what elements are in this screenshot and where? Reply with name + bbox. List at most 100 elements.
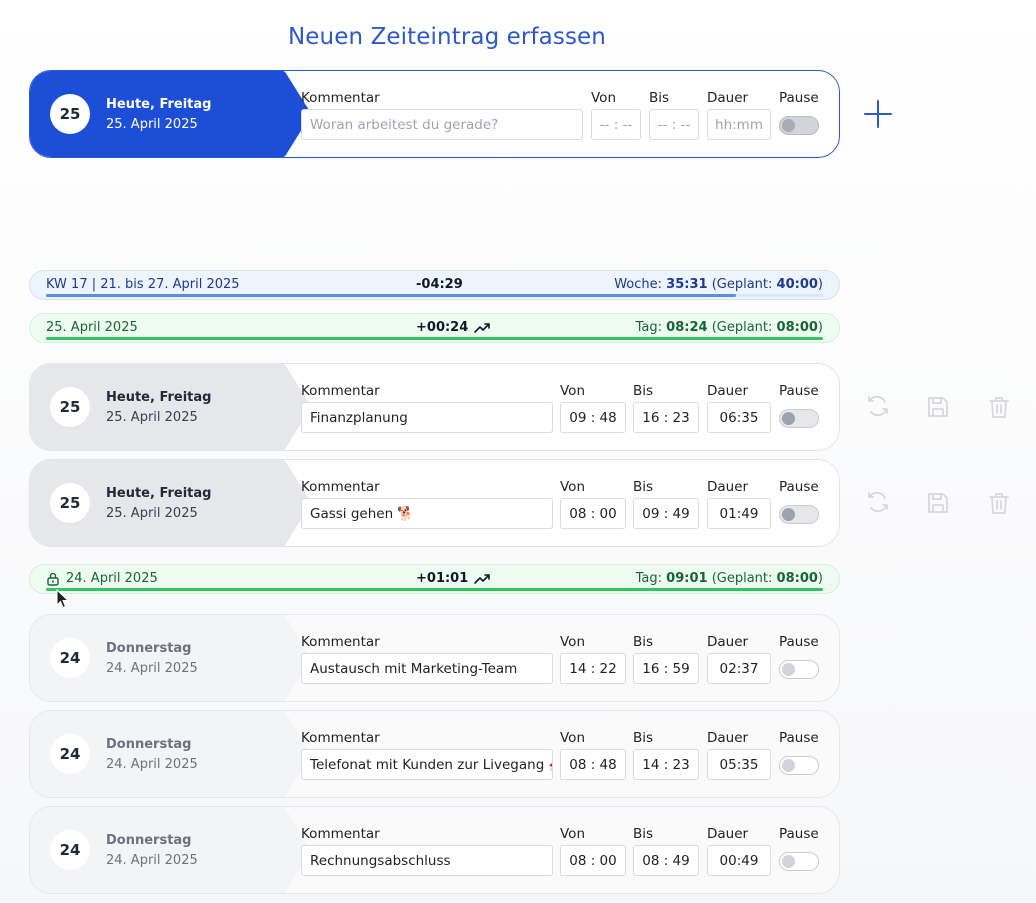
comment-input[interactable]: Finanzplanung <box>301 402 553 433</box>
day-date: 24. April 2025 <box>106 661 198 676</box>
duration-label: Dauer <box>707 730 749 746</box>
day-number: 24 <box>50 830 90 870</box>
comment-label: Kommentar <box>301 479 380 495</box>
day-progress-track <box>46 337 823 340</box>
from-label: Von <box>591 90 617 106</box>
day-name: Heute, Freitag <box>106 390 212 405</box>
to-label: Bis <box>633 634 654 650</box>
pause-toggle[interactable] <box>779 660 819 679</box>
day-delta: +01:01 <box>416 571 469 586</box>
day-date: 24. April 2025 <box>106 757 198 772</box>
pause-toggle[interactable] <box>779 116 819 135</box>
comment-input[interactable]: Austausch mit Marketing-Team <box>301 653 553 684</box>
to-input[interactable]: 08 : 49 <box>633 845 699 876</box>
to-label: Bis <box>649 90 670 106</box>
add-entry-button[interactable] <box>862 98 894 130</box>
date-panel-arrow <box>281 460 310 546</box>
from-input[interactable]: 14 : 22 <box>560 653 626 684</box>
to-input[interactable]: 14 : 23 <box>633 749 699 780</box>
trending-up-icon <box>474 573 491 584</box>
trash-icon[interactable] <box>986 394 1012 420</box>
week-planned-value: 40:00 <box>776 277 818 292</box>
date-panel-arrow <box>281 711 310 797</box>
day-planned-label: (Geplant: <box>711 571 773 586</box>
pause-toggle[interactable] <box>779 756 819 775</box>
from-input[interactable]: 08 : 48 <box>560 749 626 780</box>
day-progress-fill <box>46 588 823 591</box>
page-title: Neuen Zeiteintrag erfassen <box>288 24 606 50</box>
to-input[interactable]: 09 : 49 <box>633 498 699 529</box>
duration-input[interactable]: 01:49 <box>707 498 771 529</box>
week-label: KW 17 | 21. bis 27. April 2025 <box>46 277 240 292</box>
date-panel: 24 Donnerstag 24. April 2025 <box>30 807 282 893</box>
week-total-label: Woche: <box>614 277 663 292</box>
duration-label: Dauer <box>707 479 749 495</box>
pause-toggle[interactable] <box>779 409 819 428</box>
duration-label: Dauer <box>707 383 749 399</box>
duration-input[interactable]: 00:49 <box>707 845 771 876</box>
from-input[interactable]: 08 : 00 <box>560 845 626 876</box>
comment-input[interactable]: Woran arbeitest du gerade? <box>301 109 583 140</box>
lock-icon <box>47 572 59 586</box>
pause-toggle[interactable] <box>779 505 819 524</box>
from-label: Von <box>560 479 586 495</box>
week-total-value: 35:31 <box>666 277 708 292</box>
time-entry-card: 25 Heute, Freitag 25. April 2025 Komment… <box>29 363 840 451</box>
date-panel: 24 Donnerstag 24. April 2025 <box>30 711 282 797</box>
time-entry-card: 24 Donnerstag 24. April 2025 Kommentar V… <box>29 710 840 798</box>
day-total-label: Tag: <box>635 320 663 335</box>
from-label: Von <box>560 730 586 746</box>
pause-label: Pause <box>779 383 819 399</box>
comment-label: Kommentar <box>301 634 380 650</box>
from-label: Von <box>560 634 586 650</box>
date-panel-arrow <box>281 364 310 450</box>
day-number: 25 <box>50 387 90 427</box>
to-input[interactable]: 16 : 59 <box>633 653 699 684</box>
day-progress-track <box>46 588 823 591</box>
time-entry-card: 24 Donnerstag 24. April 2025 Kommentar V… <box>29 614 840 702</box>
week-progress-fill <box>46 294 736 297</box>
day-number: 25 <box>50 94 90 134</box>
day-total-label: Tag: <box>635 571 663 586</box>
from-input[interactable]: -- : -- <box>591 109 641 140</box>
day-date: 24. April 2025 <box>106 853 198 868</box>
day-summary-bar: 24. April 2025 +01:01 Tag: 09:01 (Geplant:… <box>29 564 840 594</box>
to-label: Bis <box>633 383 654 399</box>
day-delta: +00:24 <box>416 320 469 335</box>
trash-icon[interactable] <box>986 490 1012 516</box>
day-planned-value: 08:00 <box>776 320 818 335</box>
save-icon[interactable] <box>925 490 951 516</box>
duration-label: Dauer <box>707 634 749 650</box>
save-icon[interactable] <box>925 394 951 420</box>
day-number: 24 <box>50 638 90 678</box>
day-date: 25. April 2025 <box>106 506 198 521</box>
pause-label: Pause <box>779 826 819 842</box>
duration-input[interactable]: 02:37 <box>707 653 771 684</box>
day-number: 25 <box>50 483 90 523</box>
day-total-value: 08:24 <box>666 320 708 335</box>
to-label: Bis <box>633 730 654 746</box>
comment-label: Kommentar <box>301 826 380 842</box>
refresh-icon[interactable] <box>865 394 891 420</box>
date-panel: 24 Donnerstag 24. April 2025 <box>30 615 282 701</box>
day-date: 25. April 2025 <box>106 117 198 132</box>
to-input[interactable]: -- : -- <box>649 109 699 140</box>
duration-input[interactable]: 05:35 <box>707 749 771 780</box>
from-input[interactable]: 09 : 48 <box>560 402 626 433</box>
comment-input[interactable]: Telefonat mit Kunden zur Livegang 🚀 <box>301 749 553 780</box>
comment-input[interactable]: Gassi gehen 🐕 <box>301 498 553 529</box>
comment-input[interactable]: Rechnungsabschluss <box>301 845 553 876</box>
time-entry-card: 24 Donnerstag 24. April 2025 Kommentar V… <box>29 806 840 894</box>
from-input[interactable]: 08 : 00 <box>560 498 626 529</box>
day-date: 25. April 2025 <box>106 410 198 425</box>
refresh-icon[interactable] <box>865 490 891 516</box>
comment-label: Kommentar <box>301 90 380 106</box>
pause-label: Pause <box>779 634 819 650</box>
day-total-value: 09:01 <box>666 571 708 586</box>
duration-input[interactable]: hh:mm <box>707 109 771 140</box>
to-input[interactable]: 16 : 23 <box>633 402 699 433</box>
day-name: Heute, Freitag <box>106 486 212 501</box>
duration-input[interactable]: 06:35 <box>707 402 771 433</box>
pause-toggle[interactable] <box>779 852 819 871</box>
to-label: Bis <box>633 826 654 842</box>
